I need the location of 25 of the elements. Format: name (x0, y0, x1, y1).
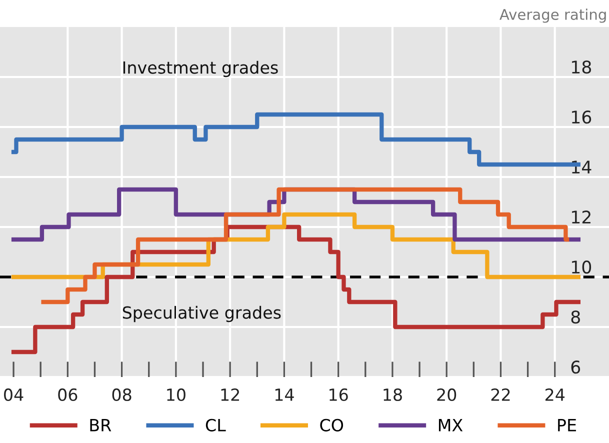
x-tick-label: 16 (330, 388, 348, 402)
x-tick-label: 10 (167, 388, 186, 402)
legend-label: BR (90, 419, 112, 432)
legend-label: CL (206, 418, 226, 432)
y-tick-label: 6 (571, 360, 580, 374)
y-tick-label: 10 (572, 260, 592, 274)
y-axis-title: Average rating (500, 8, 606, 23)
x-tick-label: 24 (545, 388, 565, 401)
annotation: Investment grades (123, 60, 278, 78)
x-tick-label: 06 (58, 388, 78, 402)
x-tick-label: 12 (221, 388, 239, 401)
legend-label: PE (558, 419, 576, 432)
x-tick-label: 08 (112, 388, 132, 402)
y-tick-label: 18 (572, 60, 592, 74)
x-tick-label: 22 (491, 388, 510, 401)
x-tick-label: 18 (384, 388, 402, 402)
legend-label: MX (438, 419, 463, 432)
y-tick-label: 8 (571, 310, 580, 324)
y-tick-label: 12 (572, 210, 590, 224)
legend-label: CO (320, 418, 344, 432)
x-tick-label: 04 (4, 388, 24, 402)
x-tick-label: 20 (437, 388, 456, 402)
y-tick-label: 16 (572, 110, 592, 124)
x-tick-label: 14 (275, 388, 294, 401)
annotation: Speculative grades (122, 306, 281, 322)
